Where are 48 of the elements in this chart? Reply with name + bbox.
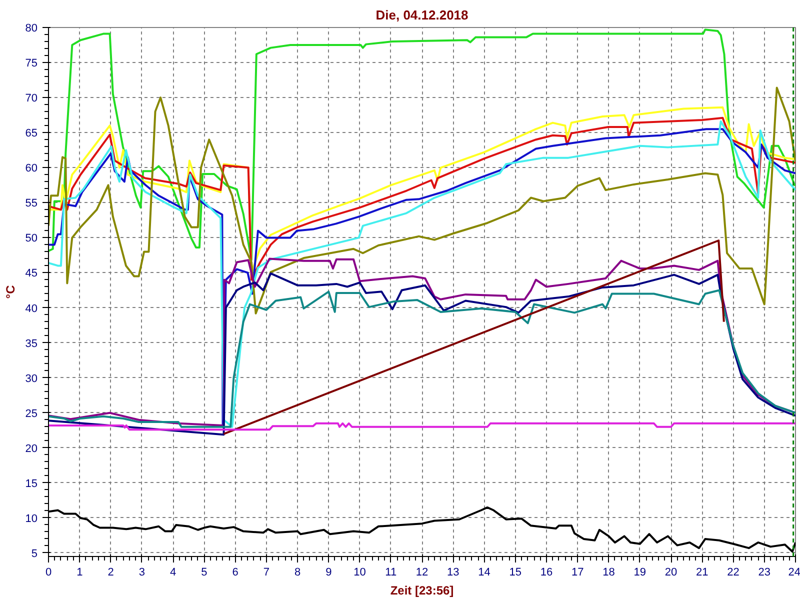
line-series	[48, 289, 796, 428]
x-tick-label: 21	[696, 566, 708, 578]
x-tick-label: 23	[758, 566, 771, 578]
y-tick-label: 70	[25, 92, 38, 105]
x-tick-label: 13	[447, 566, 460, 578]
x-tick-label: 12	[416, 566, 428, 578]
x-tick-label: 16	[540, 566, 553, 578]
y-tick-label: 45	[25, 268, 38, 280]
x-tick-label: 10	[354, 566, 366, 578]
x-tick-label: 15	[509, 566, 522, 578]
y-tick-label: 30	[25, 372, 38, 385]
x-tick-label: 3	[138, 566, 145, 578]
y-tick-label: 40	[25, 302, 38, 315]
chart-title: Die, 04.12.2018	[376, 8, 468, 22]
y-tick-label: 35	[25, 338, 38, 350]
x-tick-label: 24	[788, 566, 800, 578]
y-tick-label: 50	[25, 232, 38, 245]
y-tick-label: 60	[25, 162, 38, 175]
y-tick-label: 15	[25, 478, 38, 490]
line-series	[48, 28, 796, 262]
x-tick-label: 18	[602, 566, 615, 578]
x-tick-label: 5	[201, 566, 208, 578]
y-tick-label: 10	[25, 512, 38, 525]
x-tick-label: 6	[232, 566, 238, 578]
x-tick-label: 9	[326, 566, 332, 578]
x-tick-label: 2	[108, 566, 114, 578]
y-tick-label: 75	[25, 58, 38, 70]
y-tick-label: 80	[25, 22, 38, 34]
line-series	[48, 86, 796, 314]
x-tick-label: 19	[634, 566, 646, 578]
y-tick-label: 5	[31, 548, 38, 560]
x-tick-label: 11	[385, 566, 397, 578]
x-tick-label: 22	[727, 566, 740, 578]
x-tick-label: 20	[664, 566, 678, 578]
x-tick-label: 14	[478, 566, 490, 578]
x-tick-label: 7	[263, 566, 270, 578]
y-tick-label: 65	[25, 128, 38, 140]
y-axis-title: °C	[3, 284, 18, 299]
line-series	[48, 422, 796, 431]
x-axis-title: Zeit [23:56]	[390, 584, 454, 598]
x-tick-label: 0	[45, 566, 52, 578]
x-tick-label: 17	[572, 566, 584, 578]
y-tick-label: 55	[25, 198, 38, 210]
y-tick-label: 25	[25, 408, 38, 420]
x-tick-label: 8	[294, 566, 301, 578]
x-tick-label: 4	[170, 566, 176, 578]
y-tick-label: 20	[25, 442, 38, 455]
x-tick-label: 1	[76, 566, 83, 578]
